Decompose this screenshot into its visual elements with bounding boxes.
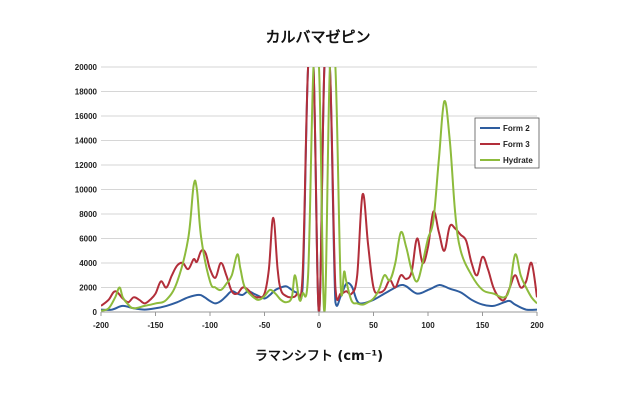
y-tick-label: 12000 [75,161,98,170]
x-axis-label: ラマンシフト (cm⁻¹) [255,349,383,364]
x-tick-label: 50 [369,321,378,330]
x-tick-label: 0 [317,321,322,330]
y-tick-label: 14000 [75,137,98,146]
y-axis-ticks: 0 2000 4000 6000 8000 10000 12000 14000 16000 180… [75,63,98,317]
legend-label-form-3: Form 3 [503,140,530,149]
y-tick-label: 6000 [79,235,97,244]
chart-title: カルバマゼピン [265,28,370,46]
y-tick-label: 10000 [75,186,98,195]
y-tick-label: 0 [93,308,98,317]
x-tick-label: -200 [93,321,110,330]
y-tick-label: 16000 [75,112,98,121]
x-axis-ticks: -200 -150 -100 -50 0 50 100 150 200 [93,312,544,330]
x-tick-label: -100 [202,321,219,330]
y-tick-label: 8000 [79,210,97,219]
legend: Form 2 Form 3 Hydrate [474,117,540,169]
x-tick-label: 150 [476,321,490,330]
x-tick-label: -50 [259,321,271,330]
series-line-hydrate [101,67,537,312]
x-tick-label: 100 [421,321,435,330]
y-tick-label: 20000 [75,63,98,72]
series-lines [101,67,537,312]
y-tick-label: 2000 [79,284,97,293]
gridlines [101,66,537,313]
x-tick-label: -150 [147,321,164,330]
y-tick-label: 4000 [79,259,97,268]
legend-label-hydrate: Hydrate [503,156,533,165]
y-tick-label: 18000 [75,88,98,97]
legend-label-form-2: Form 2 [503,124,530,133]
x-tick-label: 200 [530,321,544,330]
